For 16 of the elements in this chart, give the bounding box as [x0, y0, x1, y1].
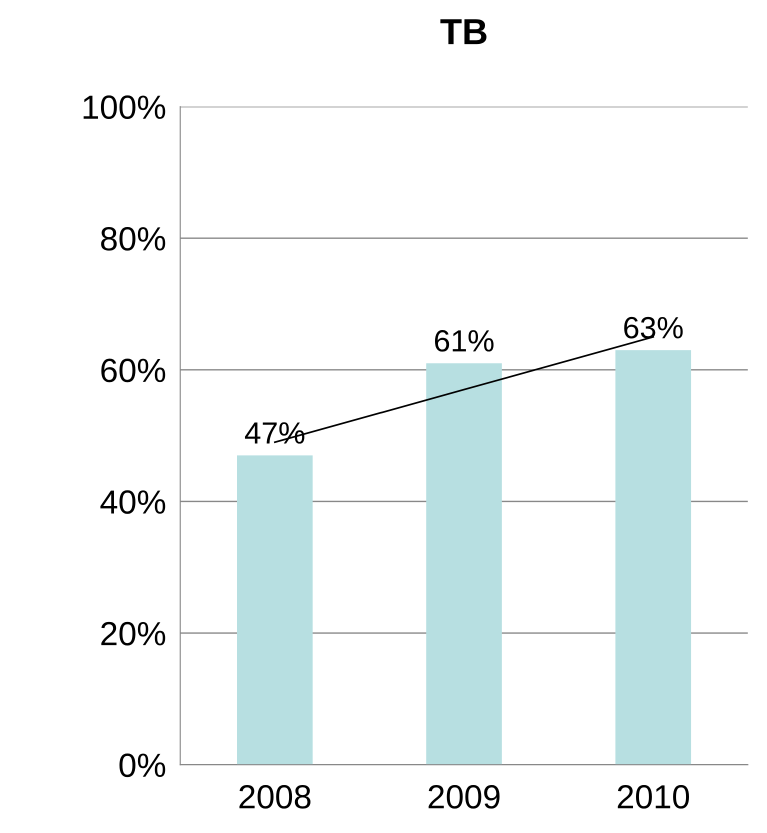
- data-label: 61%: [435, 330, 494, 352]
- y-tick-label: 100%: [84, 95, 166, 120]
- bar: [615, 350, 692, 765]
- chart-title: TB: [440, 19, 486, 44]
- bar: [237, 455, 313, 765]
- y-tick-label: 20%: [101, 622, 166, 646]
- x-tick-label: 2010: [618, 785, 690, 809]
- y-tick-label: 0%: [119, 753, 166, 778]
- data-label: 63%: [624, 316, 683, 339]
- x-tick-label: 2008: [239, 785, 310, 809]
- y-tick-label: 60%: [101, 358, 166, 382]
- y-tick-label: 80%: [101, 227, 166, 251]
- data-label: 47%: [244, 422, 304, 444]
- bar: [426, 363, 502, 765]
- y-tick-label: 40%: [100, 490, 166, 514]
- x-tick-label: 2009: [428, 785, 500, 809]
